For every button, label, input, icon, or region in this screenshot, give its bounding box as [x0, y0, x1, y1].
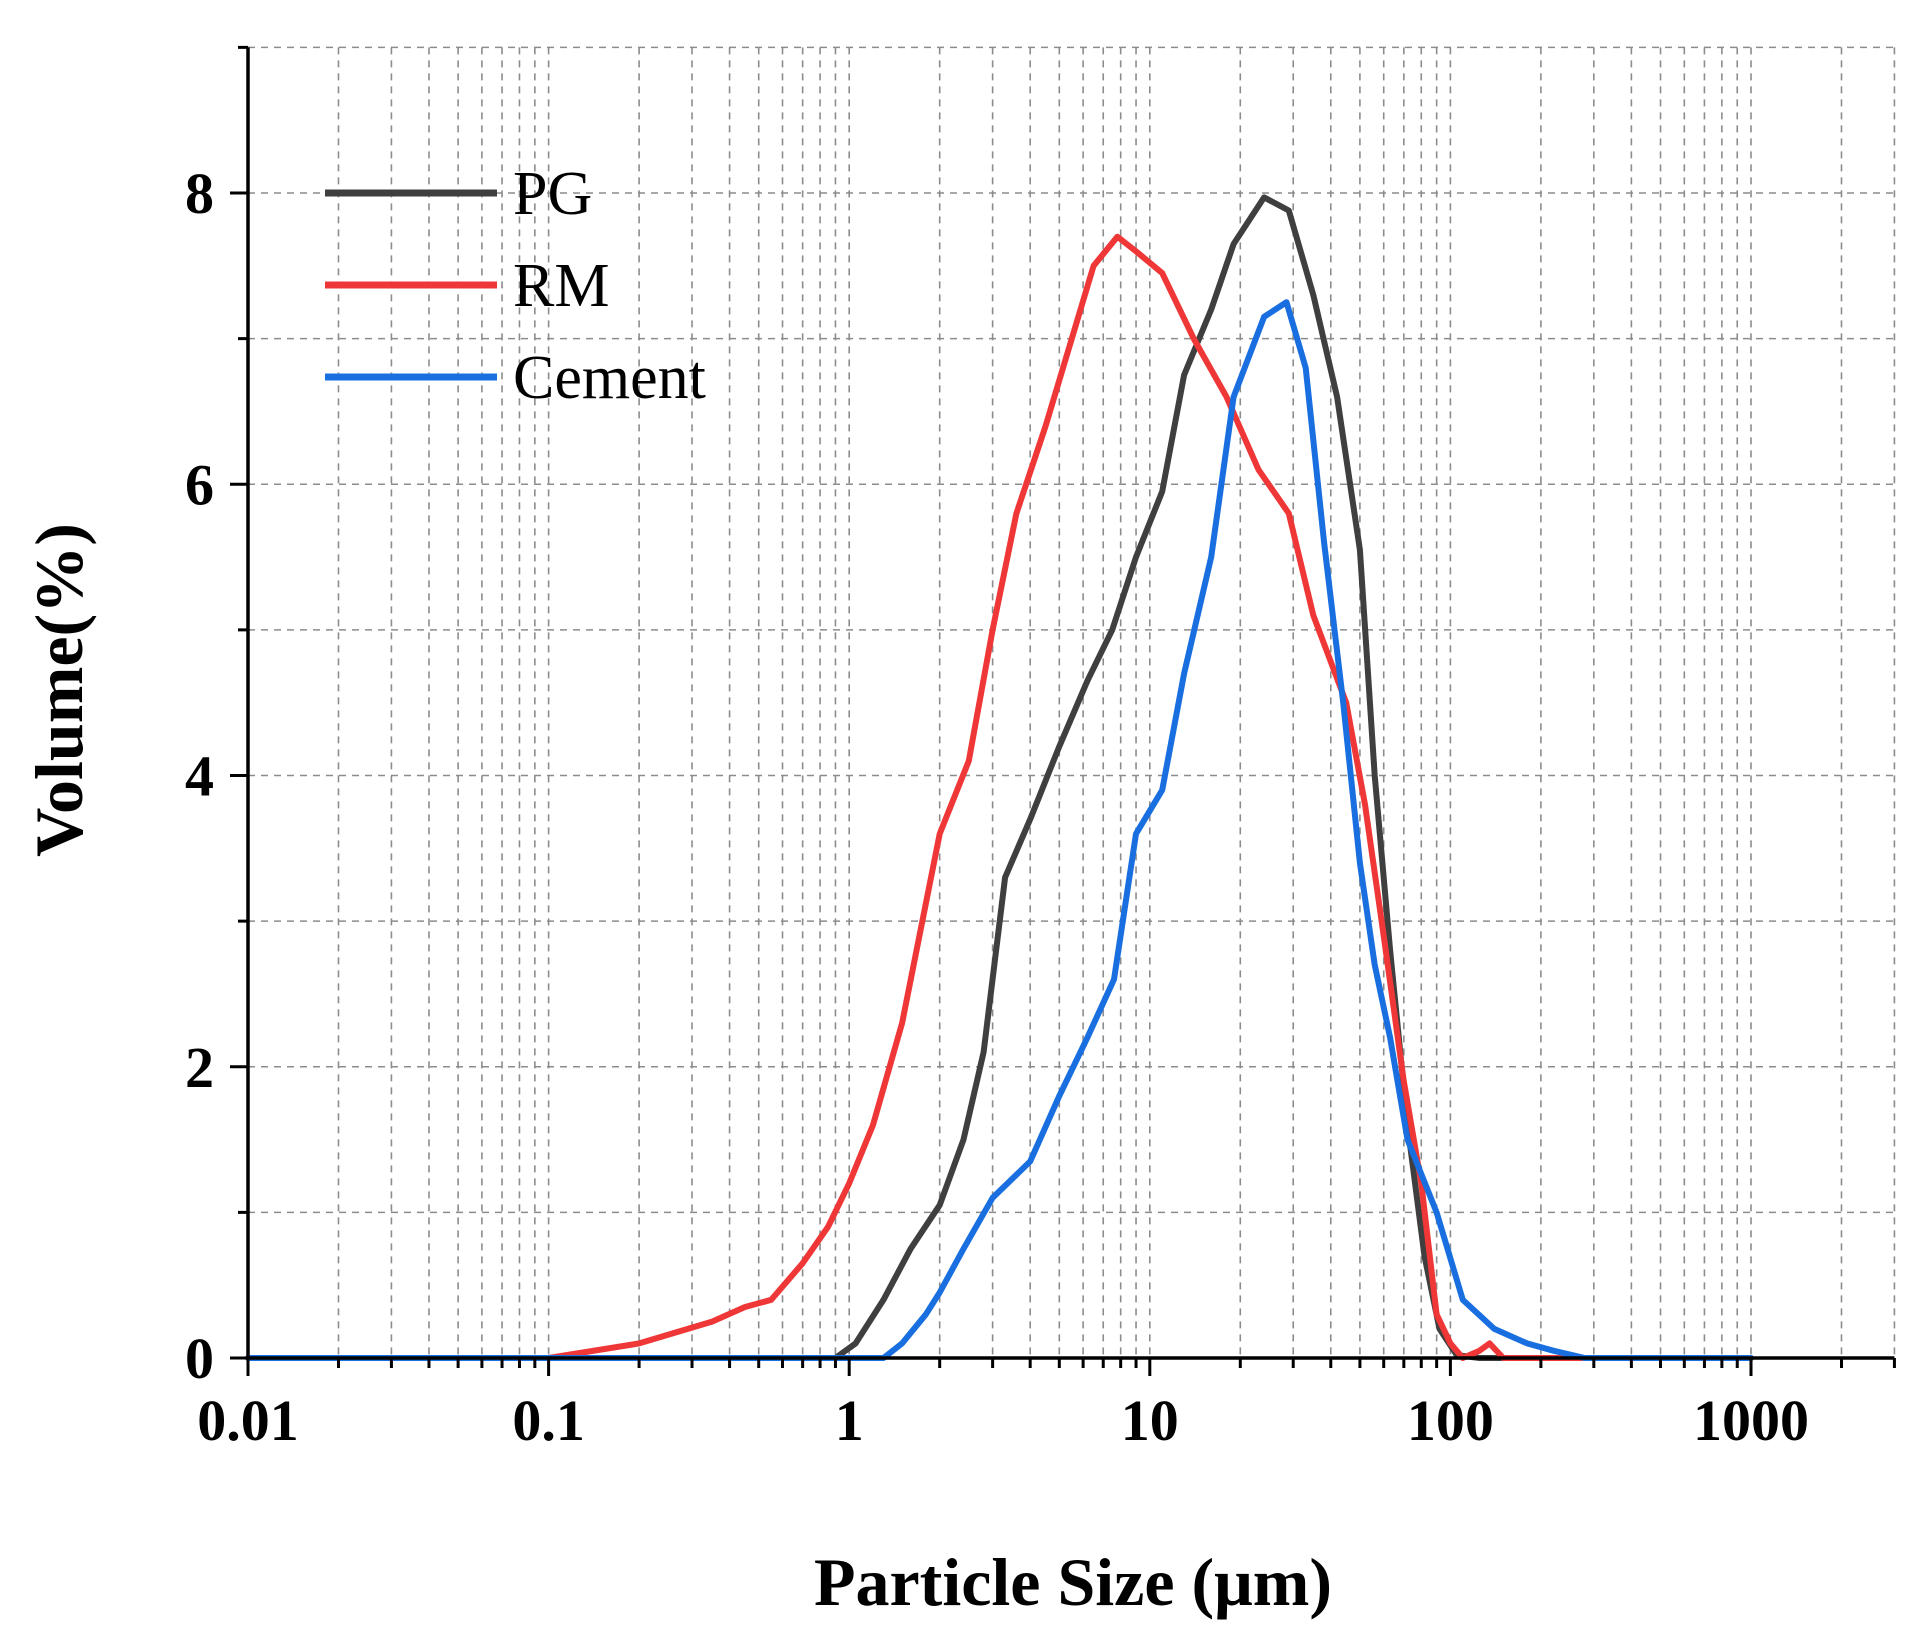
legend-label-cement: Cement: [513, 344, 706, 412]
x-tick-label: 0.01: [197, 1388, 299, 1453]
x-tick-label: 0.1: [512, 1388, 585, 1453]
y-tick-label: 4: [185, 744, 214, 809]
series-line-cement: [245, 299, 1754, 1361]
axis-layer: [230, 45, 1896, 1376]
y-tick-label: 8: [185, 161, 214, 226]
legend-label-pg: PG: [513, 160, 592, 228]
x-axis-title: Particle Size (μm): [814, 1544, 1332, 1620]
y-tick-label: 6: [185, 452, 214, 517]
x-tick-label: 10: [1121, 1388, 1179, 1453]
y-tick-label: 0: [185, 1326, 214, 1391]
x-tick-label: 1000: [1693, 1388, 1809, 1453]
series-layer: [245, 194, 1754, 1361]
x-tick-label: 100: [1407, 1388, 1494, 1453]
y-tick-label: 2: [185, 1035, 214, 1100]
series-line-pg: [245, 194, 1754, 1361]
tick-label-layer: 0.01 0.1 1 10 100 1000 0 2 4 6 8: [185, 161, 1809, 1453]
x-tick-label: 1: [835, 1388, 864, 1453]
legend: PG RM Cement: [325, 160, 706, 412]
legend-label-rm: RM: [513, 252, 609, 320]
grid-layer: [248, 46, 1896, 1358]
series-line-rm: [245, 233, 1754, 1361]
y-axis-title: Volume(%): [21, 523, 97, 857]
